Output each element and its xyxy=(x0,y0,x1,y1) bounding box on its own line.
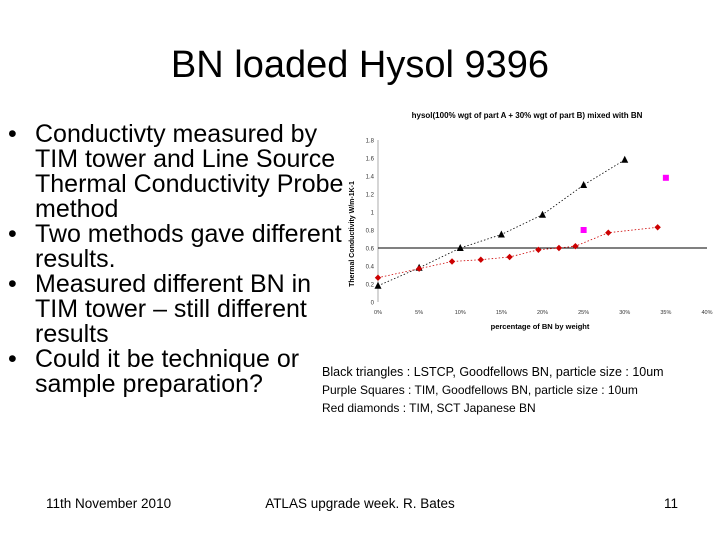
triangle-point xyxy=(497,230,505,238)
conductivity-chart: hysol(100% wgt of part A + 30% wgt of pa… xyxy=(330,104,720,336)
note-diamonds: Red diamonds : TIM, SCT Japanese BN xyxy=(322,401,536,415)
diamond-point xyxy=(374,274,382,281)
x-tick-label: 35% xyxy=(660,310,671,316)
y-tick-label: 1.6 xyxy=(366,157,375,163)
series-notes: Black triangles : LSTCP, Goodfellows BN,… xyxy=(322,363,718,417)
bullet-item: Measured different BN in TIM tower – sti… xyxy=(8,272,348,347)
chart-x-axis-label: percentage of BN by weight xyxy=(491,322,590,331)
triangle-trendline xyxy=(377,159,625,287)
x-tick-label: 20% xyxy=(537,310,548,316)
triangle-point xyxy=(621,155,629,163)
x-tick-label: 15% xyxy=(496,310,507,316)
bullet-item: Could it be technique or sample preparat… xyxy=(8,347,348,397)
x-tick-label: 25% xyxy=(578,310,589,316)
triangle-point xyxy=(580,181,588,188)
note-squares: Purple Squares : TIM, Goodfellows BN, pa… xyxy=(322,383,638,397)
chart-title: hysol(100% wgt of part A + 30% wgt of pa… xyxy=(412,111,643,120)
diamond-trendline xyxy=(377,226,658,279)
y-tick-label: 0.8 xyxy=(366,229,375,235)
y-tick-label: 0.4 xyxy=(366,265,375,271)
triangle-point xyxy=(374,281,382,289)
x-tick-label: 10% xyxy=(455,310,466,316)
x-tick-label: 5% xyxy=(415,310,423,316)
square-point xyxy=(580,227,587,233)
diamond-point xyxy=(654,224,661,231)
x-tick-label: 40% xyxy=(701,310,712,316)
bullet-item: Two methods gave different results. xyxy=(8,222,348,272)
chart-y-axis-label: Thermal Conductivity W/m-1K-1 xyxy=(349,181,356,287)
footer-presenter: ATLAS upgrade week. R. Bates xyxy=(265,496,455,511)
note-triangles: Black triangles : LSTCP, Goodfellows BN,… xyxy=(322,365,664,379)
bullet-list: Conductivty measured by TIM tower and Li… xyxy=(8,122,348,397)
triangle-point xyxy=(456,244,464,251)
diamond-point xyxy=(506,253,513,261)
chart-svg: hysol(100% wgt of part A + 30% wgt of pa… xyxy=(349,111,713,331)
triangle-point xyxy=(539,210,546,218)
y-tick-label: 1.2 xyxy=(366,193,375,199)
diamond-point xyxy=(605,229,612,236)
y-tick-label: 1 xyxy=(371,211,375,217)
y-tick-label: 0.6 xyxy=(366,247,375,253)
footer-date: 11th November 2010 xyxy=(46,496,172,511)
y-tick-label: 0.2 xyxy=(366,283,375,289)
diamond-point xyxy=(448,258,456,265)
diamond-point xyxy=(555,244,563,252)
diamond-point xyxy=(477,256,485,263)
bullet-item: Conductivty measured by TIM tower and Li… xyxy=(8,122,348,222)
y-tick-label: 0 xyxy=(371,301,375,307)
x-tick-label: 30% xyxy=(619,310,630,316)
page-number: 11 xyxy=(663,496,678,511)
y-tick-label: 1.8 xyxy=(366,139,375,145)
slide-title: BN loaded Hysol 9396 xyxy=(170,44,550,86)
y-tick-label: 1.4 xyxy=(366,175,375,181)
diamond-point xyxy=(415,265,423,272)
x-tick-label: 0% xyxy=(374,310,382,316)
diamond-point xyxy=(572,243,579,250)
square-point xyxy=(662,174,669,181)
